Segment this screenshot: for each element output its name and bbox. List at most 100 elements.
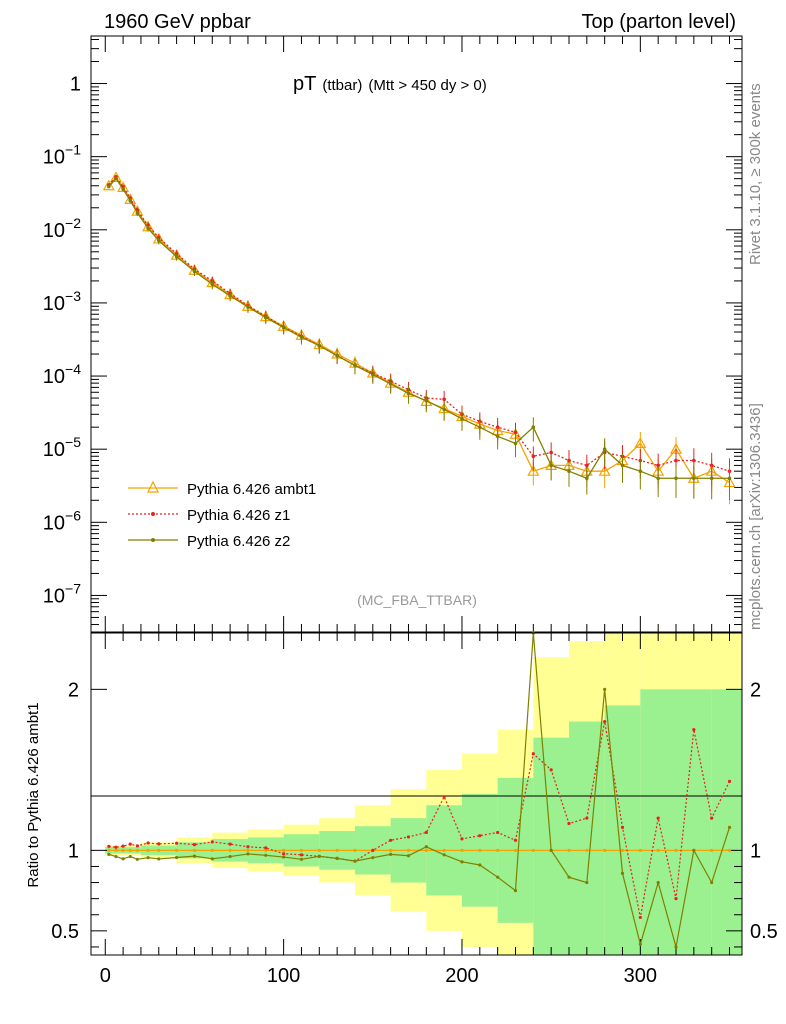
series-point bbox=[117, 181, 130, 192]
plot-title: pT (ttbar) (Mtt > 450 dy > 0) bbox=[293, 73, 487, 95]
ratio-point bbox=[389, 848, 393, 852]
ratio-point bbox=[727, 825, 732, 829]
ratio-point bbox=[496, 848, 500, 852]
ratio-point bbox=[107, 852, 111, 856]
ratio-point bbox=[146, 856, 150, 860]
ratio-point bbox=[146, 848, 150, 852]
series-point bbox=[121, 187, 125, 191]
ratio-y-tick-label: 2 bbox=[68, 679, 79, 701]
ratio-point bbox=[335, 856, 339, 861]
series-point bbox=[281, 325, 286, 330]
main-y-tick-label: 10−5 bbox=[43, 434, 81, 461]
ratio-point bbox=[513, 838, 518, 842]
series-point bbox=[317, 343, 322, 348]
ratio-point bbox=[406, 848, 411, 852]
series-point bbox=[598, 464, 611, 476]
ratio-point bbox=[175, 855, 179, 860]
ratio-panel: 0.5 0.5 1 1 2 2 Ratio to Pythia 6.426 ambt1 bbox=[25, 631, 778, 956]
series-point bbox=[656, 476, 660, 481]
series-point bbox=[709, 476, 714, 481]
ratio-point bbox=[620, 871, 625, 875]
ratio-point bbox=[157, 857, 161, 861]
main-y-tick-label: 10−3 bbox=[43, 288, 81, 315]
series-point bbox=[210, 282, 215, 287]
ratio-point bbox=[282, 848, 286, 852]
ratio-point bbox=[549, 848, 553, 852]
ratio-point bbox=[692, 728, 696, 732]
series-line-1 bbox=[108, 175, 730, 472]
series-point bbox=[674, 458, 678, 463]
series-point bbox=[371, 372, 375, 377]
ratio-point bbox=[246, 852, 250, 856]
ratio-point bbox=[107, 844, 111, 848]
series-line-0 bbox=[108, 176, 730, 484]
ratio-y-tick-label-right: 1 bbox=[750, 840, 761, 862]
ratio-point bbox=[389, 838, 393, 842]
ratio-point bbox=[620, 825, 625, 829]
ratio-band-green bbox=[640, 689, 677, 955]
ratio-point bbox=[114, 854, 118, 859]
series-point bbox=[495, 434, 500, 439]
series-point bbox=[692, 458, 696, 463]
series-point bbox=[549, 450, 553, 455]
ratio-point bbox=[603, 719, 607, 724]
header-right: Top (parton level) bbox=[581, 11, 736, 33]
x-tick-labels: 0 100 200 300 bbox=[100, 965, 657, 987]
series-point bbox=[102, 179, 115, 191]
series-point bbox=[124, 193, 137, 205]
ratio-point bbox=[567, 848, 571, 852]
series-point bbox=[709, 463, 714, 468]
legend-label-ambt1: Pythia 6.426 ambt1 bbox=[187, 481, 316, 498]
series-point bbox=[128, 198, 133, 203]
series-point bbox=[727, 476, 732, 481]
ratio-point bbox=[460, 837, 464, 841]
ratio-point bbox=[531, 752, 535, 756]
series-point bbox=[585, 476, 589, 481]
ratio-point bbox=[567, 821, 571, 826]
main-axis-ticks bbox=[91, 36, 742, 632]
ratio-series bbox=[107, 631, 732, 949]
ratio-point bbox=[710, 816, 714, 820]
series-point bbox=[442, 407, 446, 412]
ratio-point bbox=[128, 854, 132, 859]
ratio-point bbox=[228, 854, 232, 859]
series-point bbox=[513, 441, 518, 446]
main-y-tick-label: 10−4 bbox=[43, 361, 81, 388]
ratio-point bbox=[389, 852, 393, 856]
ratio-point bbox=[121, 848, 125, 852]
ratio-point bbox=[496, 830, 500, 835]
ratio-point bbox=[496, 875, 500, 879]
ratio-point bbox=[114, 848, 118, 852]
ratio-point bbox=[135, 857, 139, 861]
ratio-point bbox=[371, 848, 375, 852]
main-y-tick-label: 10−6 bbox=[43, 507, 81, 534]
ratio-point bbox=[478, 863, 482, 867]
ratio-point bbox=[638, 848, 642, 852]
header-left: 1960 GeV ppbar bbox=[104, 11, 251, 33]
ratio-point bbox=[175, 848, 179, 852]
ratio-point bbox=[406, 835, 411, 839]
ratio-point bbox=[299, 853, 304, 857]
ratio-y-tick-label: 0.5 bbox=[51, 921, 79, 943]
ratio-point bbox=[424, 845, 428, 849]
series-point bbox=[567, 458, 571, 463]
ratio-point bbox=[107, 848, 111, 852]
legend-label-z1: Pythia 6.426 z1 bbox=[187, 507, 290, 524]
ratio-point bbox=[299, 857, 304, 861]
ratio-point bbox=[128, 848, 132, 852]
ratio-point bbox=[114, 845, 118, 849]
ratio-point bbox=[710, 880, 714, 885]
ratio-point bbox=[674, 848, 678, 852]
main-y-tick-label: 10−7 bbox=[43, 580, 81, 607]
series-point bbox=[531, 454, 536, 459]
series-point bbox=[114, 176, 118, 181]
ratio-point bbox=[228, 848, 232, 852]
ratio-point bbox=[192, 854, 197, 858]
ratio-axis-ticks bbox=[91, 633, 742, 955]
main-series bbox=[102, 171, 736, 505]
ratio-point bbox=[210, 857, 214, 861]
ratio-point bbox=[727, 848, 732, 852]
ratio-point bbox=[210, 840, 214, 844]
ratio-y-axis-label: Ratio to Pythia 6.426 ambt1 bbox=[25, 702, 42, 887]
mcplots-label: mcplots.cern.ch [arXiv:1306.3436] bbox=[747, 403, 764, 630]
